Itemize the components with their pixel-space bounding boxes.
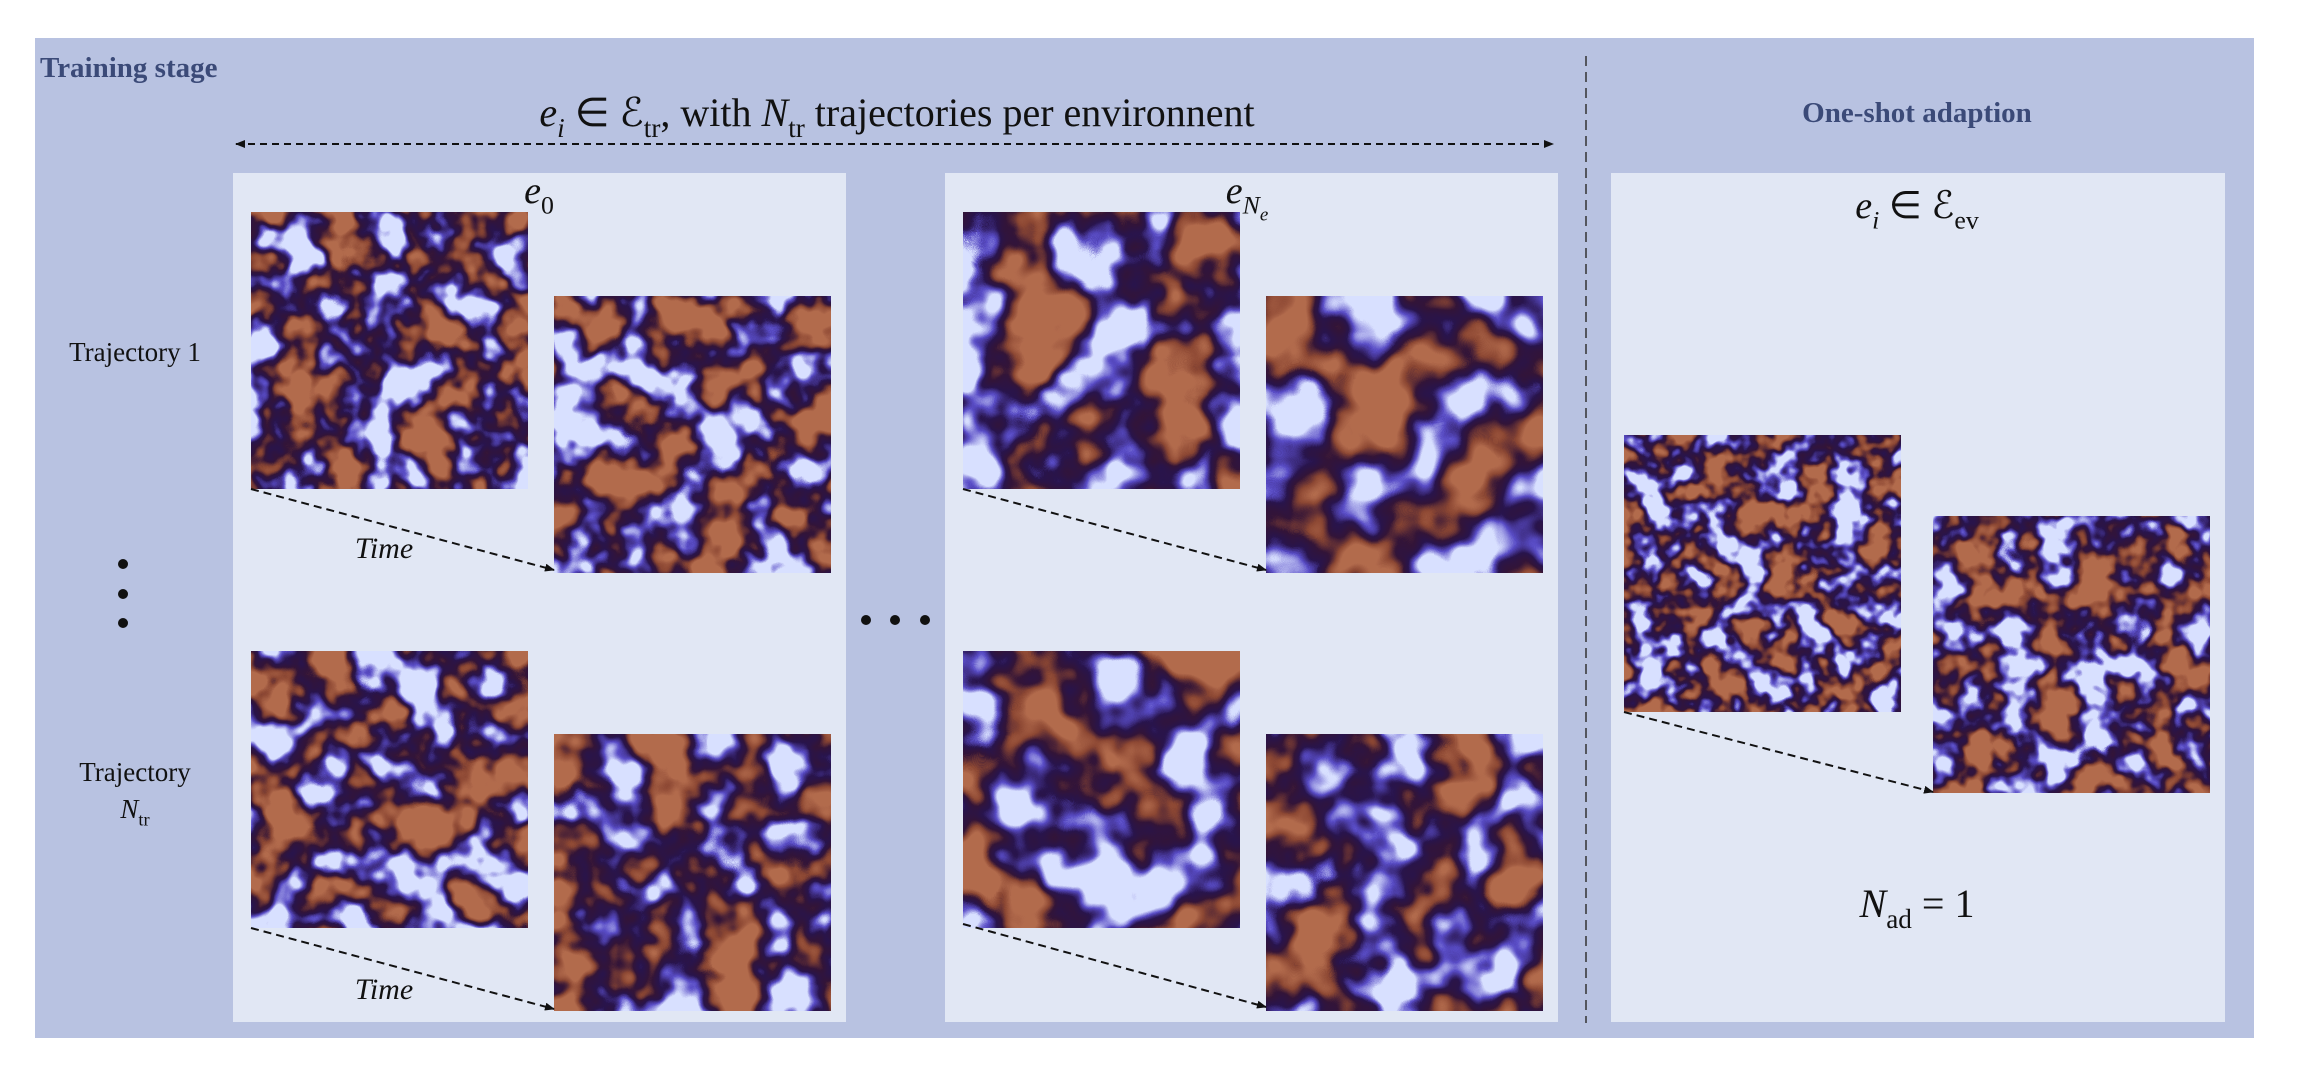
env-label: eNe: [1226, 170, 1269, 225]
expr-part: ∈: [1879, 185, 1931, 227]
expr-part: tr: [138, 810, 149, 830]
time-arrow: [250, 488, 555, 572]
expr-part: i: [1872, 206, 1879, 235]
field-image: [251, 651, 528, 928]
expr-part: N: [1242, 191, 1262, 220]
field-image: [554, 734, 831, 1011]
expr-part: e: [1260, 204, 1268, 225]
expr-part: N: [761, 90, 791, 135]
expr-part: ℰ: [1931, 185, 1954, 227]
time-arrow: [1623, 711, 1934, 794]
env-label: e0: [524, 170, 554, 220]
expr-part: e: [1226, 170, 1243, 212]
horizontal-ellipsis: [861, 615, 930, 625]
expr-part: i: [557, 113, 565, 143]
expr-part: , with: [660, 90, 761, 135]
time-label: Time: [355, 973, 413, 1006]
trajectory-label: Trajectory 1: [69, 337, 201, 367]
time-arrow: [962, 488, 1267, 572]
expr-part: e: [539, 90, 557, 135]
expr-part: ev: [1954, 206, 1978, 235]
expr-part: = 1: [1912, 881, 1975, 926]
env-label: ei ∈ ℰev: [1855, 185, 1979, 235]
expr-part: ∈: [565, 90, 620, 135]
field-image: [1933, 516, 2210, 793]
header: ei ∈ ℰtr, with Ntr trajectories per envi…: [539, 90, 1254, 143]
expr-part: N: [119, 794, 140, 824]
time-arrow: [250, 927, 555, 1011]
trajectory-label: Ntr: [119, 794, 149, 830]
time-label: Time: [355, 532, 413, 565]
vertical-ellipsis: [118, 559, 128, 628]
expr-part: 0: [541, 191, 554, 220]
field-image: [963, 651, 1240, 928]
field-image: [963, 212, 1240, 489]
expr-part: e: [524, 170, 541, 212]
time-arrow: [962, 923, 1267, 1009]
field-image: [554, 296, 831, 573]
count-label: Nad = 1: [1859, 881, 1975, 934]
expr-part: tr: [644, 113, 661, 143]
field-image: [1266, 734, 1543, 1011]
expr-part: tr: [788, 113, 805, 143]
stage-title: Training stage: [40, 52, 218, 84]
expr-part: ad: [1886, 904, 1912, 934]
field-image: [1624, 435, 1901, 712]
expr-part: N: [1859, 881, 1889, 926]
expr-part: e: [1855, 185, 1872, 227]
expr-part: ℰ: [620, 90, 644, 135]
trajectory-label: Trajectory: [79, 757, 191, 787]
field-image: [251, 212, 528, 489]
expr-part: trajectories per environnent: [805, 90, 1255, 135]
adaptation-title: One-shot adaption: [1802, 97, 2032, 129]
field-image: [1266, 296, 1543, 573]
